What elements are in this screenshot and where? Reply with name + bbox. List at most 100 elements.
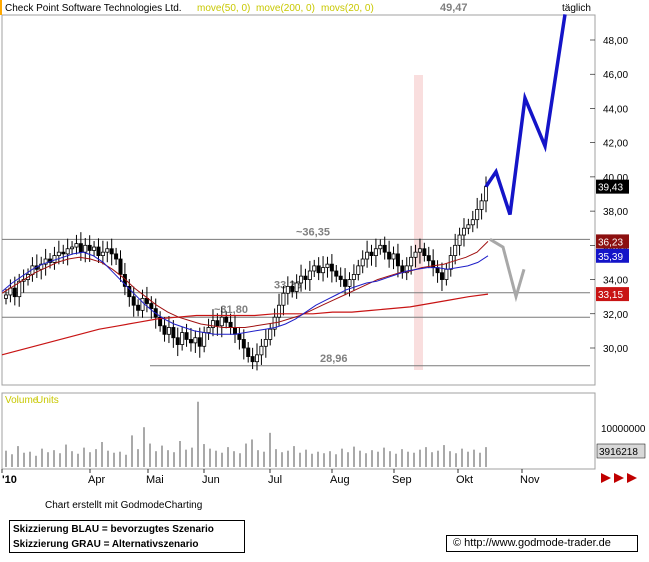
candle-body bbox=[224, 316, 229, 323]
price-annotation: ~36,35 bbox=[296, 226, 330, 238]
price-label-box bbox=[596, 179, 629, 194]
candle-body bbox=[52, 255, 57, 263]
candle-body bbox=[43, 258, 48, 265]
candle-body bbox=[325, 263, 330, 268]
price-label-box bbox=[596, 234, 629, 249]
x-tick-label: Nov bbox=[520, 474, 540, 486]
x-tick-label: Mai bbox=[146, 474, 164, 486]
candle-body bbox=[259, 345, 264, 356]
x-tick-label: '10 bbox=[2, 474, 17, 486]
candle-body bbox=[369, 251, 374, 257]
indicator-ma20-label: movs(20, 0) bbox=[321, 3, 374, 14]
candle-body bbox=[12, 287, 17, 298]
candle-body bbox=[74, 243, 79, 248]
candle-body bbox=[312, 265, 317, 272]
candle-body bbox=[237, 333, 242, 340]
chart-credit: Chart erstellt mit GodmodeCharting bbox=[45, 500, 203, 511]
candle-body bbox=[193, 337, 198, 344]
candle-body bbox=[294, 282, 299, 292]
candle-body bbox=[453, 244, 458, 256]
candle-body bbox=[457, 234, 462, 246]
price-label-text: 36,23 bbox=[598, 237, 623, 248]
candle-body bbox=[78, 243, 83, 253]
y-tick-label: 48,00 bbox=[603, 36, 628, 47]
candle-body bbox=[219, 316, 224, 327]
candle-body bbox=[290, 285, 295, 292]
price-annotation: ~31,80 bbox=[214, 304, 248, 316]
period-label: täglich bbox=[562, 3, 591, 14]
candle-body bbox=[215, 320, 220, 327]
candle-body bbox=[475, 208, 480, 221]
candle-body bbox=[175, 337, 180, 345]
candle-body bbox=[391, 253, 396, 260]
candle-body bbox=[127, 285, 132, 298]
y-tick-label: 38,00 bbox=[603, 207, 628, 218]
volume-label: Volume bbox=[5, 395, 39, 406]
candle-body bbox=[250, 356, 255, 363]
candle-body bbox=[417, 248, 422, 253]
candle-body bbox=[338, 275, 343, 280]
candle-body bbox=[202, 332, 207, 347]
header-accent bbox=[0, 0, 2, 15]
indicator-ma50-label: move(50, 0) bbox=[197, 3, 250, 14]
candle-body bbox=[65, 248, 70, 255]
candle-body bbox=[105, 248, 110, 253]
candle-body bbox=[316, 265, 321, 274]
candle-body bbox=[439, 272, 444, 280]
price-label-box bbox=[596, 287, 629, 302]
candle-body bbox=[277, 304, 282, 318]
highlight-zone bbox=[414, 75, 423, 370]
candle-body bbox=[466, 224, 471, 229]
candle-body bbox=[246, 347, 251, 357]
candle-body bbox=[479, 200, 484, 210]
price-label-text: 39,43 bbox=[598, 183, 623, 194]
candle-body bbox=[140, 297, 145, 311]
candle-body bbox=[56, 251, 61, 257]
candle-body bbox=[131, 296, 136, 306]
blue-scenario-path bbox=[484, 14, 567, 216]
candle-body bbox=[351, 274, 356, 280]
price-label-text: 35,39 bbox=[598, 252, 623, 263]
candle-body bbox=[470, 219, 475, 226]
candle-body bbox=[404, 265, 409, 274]
candle-body bbox=[255, 354, 260, 363]
candle-body bbox=[329, 263, 334, 272]
candle-body bbox=[321, 267, 326, 274]
candle-body bbox=[180, 332, 185, 345]
price-annotation: 49,47 bbox=[440, 2, 468, 14]
volume-panel-frame bbox=[1, 392, 596, 470]
godmode-logo bbox=[601, 473, 637, 483]
candle-body bbox=[96, 246, 101, 257]
candle-body bbox=[114, 253, 119, 260]
volume-last-box bbox=[596, 443, 646, 459]
y-tick-label: 30,00 bbox=[603, 344, 628, 355]
x-tick-label: Sep bbox=[392, 474, 412, 486]
price-panel-frame bbox=[1, 14, 596, 386]
legend-grey-scenario: Skizzierung GRAU = Alternativszenario bbox=[13, 539, 199, 550]
scenario-legend: Skizzierung BLAU = bevorzugtes Szenario … bbox=[9, 520, 245, 553]
candle-body bbox=[92, 246, 97, 251]
candle-body bbox=[409, 256, 414, 267]
y-tick-label: 34,00 bbox=[603, 276, 628, 287]
price-label-box bbox=[596, 248, 629, 263]
chart-title: Check Point Software Technologies Ltd. bbox=[5, 3, 182, 14]
source-url-link[interactable]: © http://www.godmode-trader.de bbox=[446, 535, 638, 552]
candle-body bbox=[149, 303, 154, 310]
candle-body bbox=[395, 253, 400, 267]
candle-body bbox=[232, 327, 237, 335]
candle-body bbox=[83, 244, 88, 253]
legend-blue-scenario: Skizzierung BLAU = bevorzugtes Szenario bbox=[13, 524, 214, 535]
candle-body bbox=[184, 332, 189, 340]
candle-body bbox=[303, 275, 308, 280]
candle-body bbox=[347, 279, 352, 287]
candle-body bbox=[144, 297, 149, 304]
candle-body bbox=[210, 320, 215, 328]
candle-body bbox=[444, 268, 449, 280]
candle-body bbox=[356, 265, 361, 275]
ma50-line bbox=[1, 241, 489, 328]
candle-body bbox=[387, 251, 392, 260]
candle-body bbox=[188, 339, 193, 344]
price-annotation: 28,96 bbox=[320, 353, 348, 365]
y-tick-label: 46,00 bbox=[603, 70, 628, 81]
candle-body bbox=[61, 251, 66, 255]
